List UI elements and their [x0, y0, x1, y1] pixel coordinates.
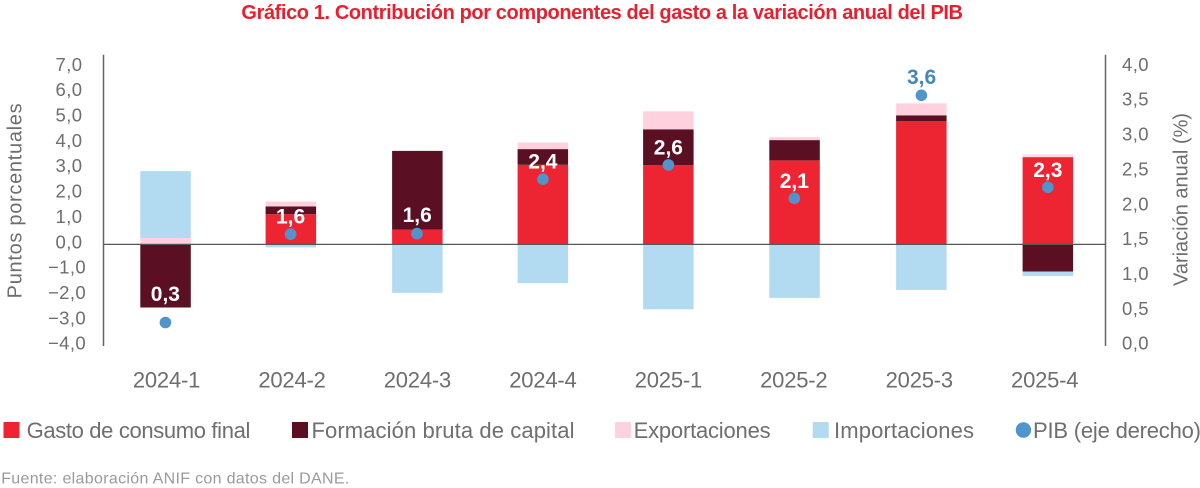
- svg-text:3,0: 3,0: [56, 155, 83, 176]
- svg-text:4,0: 4,0: [1122, 54, 1149, 75]
- svg-text:0,5: 0,5: [1122, 298, 1149, 319]
- svg-text:Variación anual (%): Variación anual (%): [1171, 113, 1193, 286]
- svg-text:2,5: 2,5: [1122, 158, 1149, 179]
- svg-text:1,5: 1,5: [1122, 228, 1149, 249]
- svg-text:3,5: 3,5: [1122, 89, 1149, 110]
- svg-text:7,0: 7,0: [56, 54, 83, 75]
- svg-text:2024-2: 2024-2: [258, 368, 325, 393]
- svg-text:2,4: 2,4: [528, 151, 558, 174]
- svg-text:2024-1: 2024-1: [133, 368, 200, 393]
- svg-text:2,0: 2,0: [1122, 193, 1149, 214]
- svg-text:−3,0: −3,0: [48, 307, 86, 328]
- svg-text:2024-4: 2024-4: [509, 368, 576, 393]
- svg-text:Importaciones: Importaciones: [834, 418, 974, 443]
- svg-text:5,0: 5,0: [56, 105, 83, 126]
- svg-text:1,0: 1,0: [1122, 263, 1149, 284]
- svg-text:−2,0: −2,0: [48, 282, 86, 303]
- svg-text:2024-3: 2024-3: [384, 368, 451, 393]
- svg-text:Gasto de consumo final: Gasto de consumo final: [27, 418, 250, 443]
- svg-text:2,1: 2,1: [780, 170, 810, 193]
- svg-text:Gráfico 1. Contribución por co: Gráfico 1. Contribución por componentes …: [241, 2, 962, 24]
- svg-text:−4,0: −4,0: [48, 333, 86, 354]
- svg-text:1,6: 1,6: [276, 206, 305, 229]
- svg-text:2025-3: 2025-3: [886, 368, 953, 393]
- svg-text:3,6: 3,6: [907, 66, 936, 89]
- svg-text:Puntos porcentuales: Puntos porcentuales: [5, 103, 27, 299]
- svg-text:Exportaciones: Exportaciones: [634, 418, 771, 443]
- svg-text:2,0: 2,0: [56, 181, 83, 202]
- svg-text:Fuente: elaboración ANIF con d: Fuente: elaboración ANIF con datos del D…: [1, 471, 350, 488]
- svg-text:2025-4: 2025-4: [1011, 368, 1078, 393]
- svg-text:−1,0: −1,0: [48, 257, 86, 278]
- svg-text:2,3: 2,3: [1033, 159, 1062, 182]
- svg-text:1,0: 1,0: [56, 206, 83, 227]
- svg-text:6,0: 6,0: [56, 79, 83, 100]
- svg-text:2025-2: 2025-2: [760, 368, 827, 393]
- svg-text:1,6: 1,6: [403, 204, 432, 227]
- svg-text:0,3: 0,3: [151, 283, 180, 306]
- svg-text:4,0: 4,0: [56, 130, 83, 151]
- svg-text:0,0: 0,0: [56, 231, 83, 252]
- svg-text:PIB (eje derecho): PIB (eje derecho): [1033, 418, 1200, 443]
- svg-text:2025-1: 2025-1: [635, 368, 702, 393]
- svg-text:0,0: 0,0: [1122, 333, 1149, 354]
- svg-text:Formación bruta de capital: Formación bruta de capital: [312, 418, 575, 443]
- svg-text:2,6: 2,6: [654, 136, 683, 159]
- svg-text:3,0: 3,0: [1122, 124, 1149, 145]
